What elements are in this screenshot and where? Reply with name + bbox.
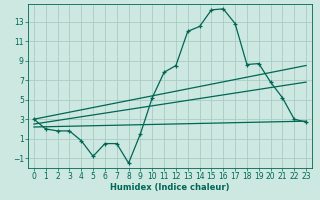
X-axis label: Humidex (Indice chaleur): Humidex (Indice chaleur): [110, 183, 230, 192]
